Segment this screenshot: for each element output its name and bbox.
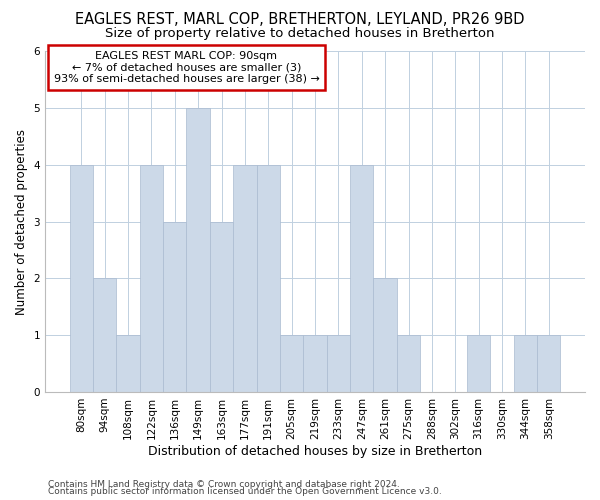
Text: EAGLES REST, MARL COP, BRETHERTON, LEYLAND, PR26 9BD: EAGLES REST, MARL COP, BRETHERTON, LEYLA… [75, 12, 525, 28]
Bar [373, 278, 397, 392]
Bar [280, 335, 304, 392]
Bar [70, 165, 93, 392]
Bar [93, 278, 116, 392]
Bar [187, 108, 210, 392]
Bar [140, 165, 163, 392]
Bar [304, 335, 327, 392]
Bar [116, 335, 140, 392]
Y-axis label: Number of detached properties: Number of detached properties [15, 128, 28, 314]
Bar [327, 335, 350, 392]
Bar [467, 335, 490, 392]
Text: Size of property relative to detached houses in Bretherton: Size of property relative to detached ho… [105, 28, 495, 40]
Text: EAGLES REST MARL COP: 90sqm
← 7% of detached houses are smaller (3)
93% of semi-: EAGLES REST MARL COP: 90sqm ← 7% of deta… [53, 51, 319, 84]
Bar [210, 222, 233, 392]
Text: Contains HM Land Registry data © Crown copyright and database right 2024.: Contains HM Land Registry data © Crown c… [48, 480, 400, 489]
Bar [537, 335, 560, 392]
Text: Contains public sector information licensed under the Open Government Licence v3: Contains public sector information licen… [48, 487, 442, 496]
Bar [257, 165, 280, 392]
Bar [514, 335, 537, 392]
Bar [163, 222, 187, 392]
Bar [233, 165, 257, 392]
Bar [350, 165, 373, 392]
Bar [397, 335, 420, 392]
X-axis label: Distribution of detached houses by size in Bretherton: Distribution of detached houses by size … [148, 444, 482, 458]
